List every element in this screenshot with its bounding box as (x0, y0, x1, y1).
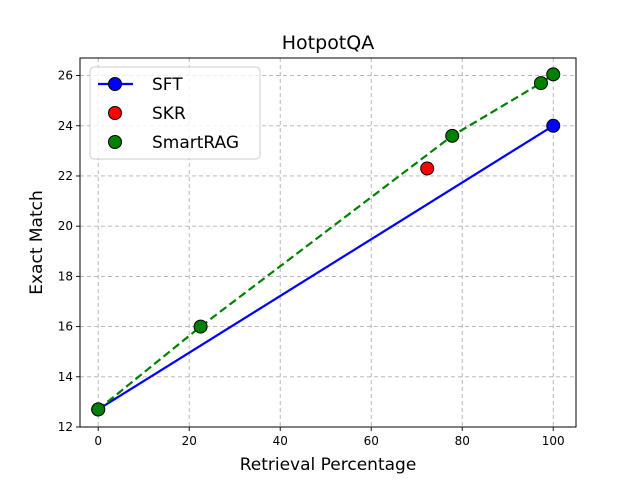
axis-ticks: 0 20 40 60 80 100 12 14 16 18 20 22 24 26 (58, 69, 565, 448)
series-layer (91, 67, 561, 417)
x-axis-title: Retrieval Percentage (240, 455, 417, 475)
plot-frame (79, 57, 577, 428)
legend-item: SKR (108, 104, 186, 124)
legend: SFT SKR SmartRAG (89, 66, 261, 160)
legend-marker (108, 77, 122, 91)
y-tick-label: 24 (58, 119, 73, 133)
y-axis-title: Exact Match (27, 190, 47, 295)
y-tick-label: 12 (58, 420, 73, 434)
series-sft (91, 118, 561, 417)
legend-item: SmartRAG (108, 133, 239, 153)
x-tick-label: 80 (455, 434, 470, 448)
data-point (91, 402, 106, 417)
legend-label: SmartRAG (152, 133, 239, 153)
x-tick-label: 40 (273, 434, 288, 448)
legend-label: SFT (152, 75, 183, 95)
legend-label: SKR (152, 104, 186, 124)
x-tick-label: 20 (182, 434, 197, 448)
legend-item: SFT (98, 75, 183, 95)
y-tick-label: 18 (58, 269, 73, 283)
data-point (546, 67, 561, 82)
series-smartrag (91, 67, 561, 417)
legend-box (89, 66, 261, 160)
data-point (193, 319, 208, 334)
chart-title: HotpotQA (282, 32, 374, 54)
y-tick-label: 20 (58, 219, 73, 233)
y-tick-label: 14 (58, 370, 73, 384)
y-tick-label: 22 (58, 169, 73, 183)
x-tick-label: 60 (364, 434, 379, 448)
series-line (97, 124, 554, 411)
x-tick-label: 100 (542, 434, 565, 448)
x-tick-label: 0 (94, 434, 102, 448)
legend-marker (108, 106, 122, 120)
y-tick-label: 26 (58, 69, 73, 83)
data-point (533, 76, 548, 91)
y-tick-label: 16 (58, 320, 73, 334)
data-point (420, 161, 435, 176)
data-point (445, 128, 460, 143)
data-point (546, 118, 561, 133)
series-skr (420, 161, 435, 176)
legend-marker (108, 135, 122, 149)
